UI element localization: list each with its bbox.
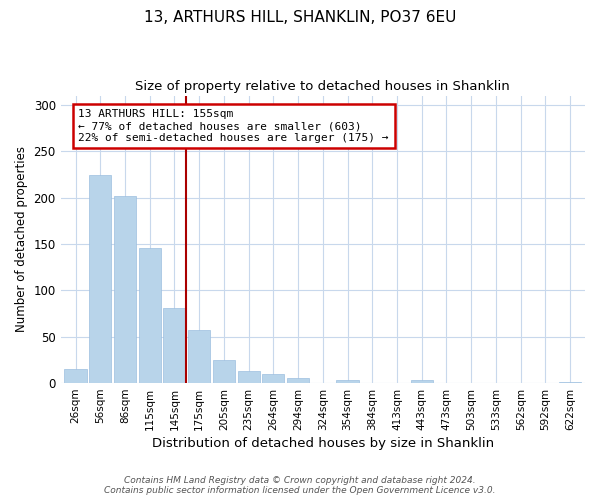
Title: Size of property relative to detached houses in Shanklin: Size of property relative to detached ho… <box>136 80 510 93</box>
Bar <box>163 308 185 383</box>
Bar <box>89 176 112 383</box>
Bar <box>188 330 210 383</box>
Bar <box>139 248 161 383</box>
Bar <box>213 360 235 383</box>
Bar <box>262 374 284 383</box>
Bar <box>114 196 136 383</box>
Bar <box>287 378 309 383</box>
Bar <box>64 369 86 383</box>
Bar <box>559 382 581 383</box>
Bar <box>410 380 433 383</box>
Text: Contains HM Land Registry data © Crown copyright and database right 2024.
Contai: Contains HM Land Registry data © Crown c… <box>104 476 496 495</box>
X-axis label: Distribution of detached houses by size in Shanklin: Distribution of detached houses by size … <box>152 437 494 450</box>
Text: 13 ARTHURS HILL: 155sqm
← 77% of detached houses are smaller (603)
22% of semi-d: 13 ARTHURS HILL: 155sqm ← 77% of detache… <box>79 110 389 142</box>
Bar <box>238 371 260 383</box>
Bar <box>337 380 359 383</box>
Text: 13, ARTHURS HILL, SHANKLIN, PO37 6EU: 13, ARTHURS HILL, SHANKLIN, PO37 6EU <box>144 10 456 25</box>
Y-axis label: Number of detached properties: Number of detached properties <box>15 146 28 332</box>
